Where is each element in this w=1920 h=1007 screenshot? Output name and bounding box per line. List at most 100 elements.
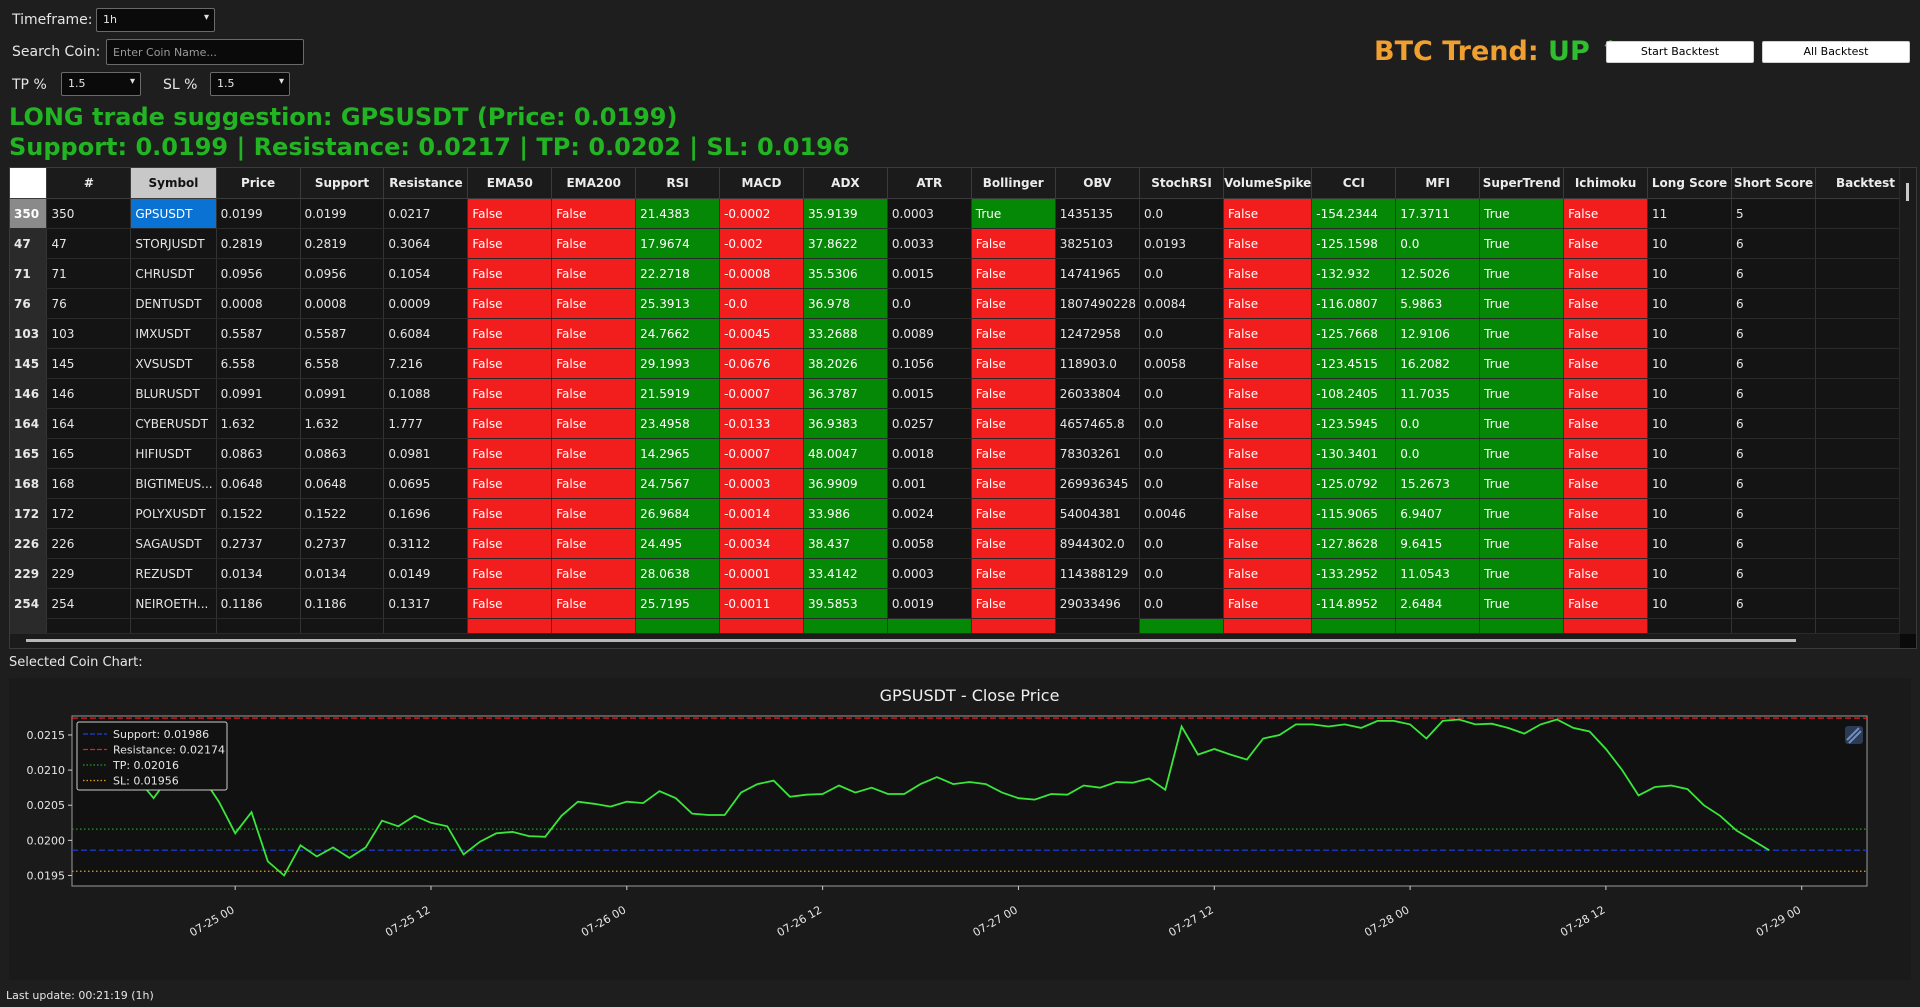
table-cell-ema50[interactable]: False: [467, 528, 553, 559]
table-cell-rsi[interactable]: 22.2718: [635, 258, 721, 289]
table-cell-atr[interactable]: 0.0015: [887, 378, 972, 409]
column-header-stochrsi[interactable]: StochRSI: [1139, 168, 1224, 199]
table-cell-mfi[interactable]: 16.2082: [1395, 348, 1481, 379]
start-backtest-button[interactable]: Start Backtest: [1606, 41, 1754, 63]
column-header-macd[interactable]: MACD: [719, 168, 804, 199]
table-cell-cci[interactable]: -125.7668: [1311, 318, 1397, 349]
table-row[interactable]: 164 164 CYBERUSDT 1.632 1.632 1.777 False False…: [10, 408, 1916, 439]
table-cell-short-score[interactable]: 6: [1731, 408, 1816, 439]
table-cell-obv[interactable]: 29033496: [1055, 588, 1141, 619]
table-cell-bollinger[interactable]: False: [971, 348, 1056, 379]
table-cell-bollinger[interactable]: False: [971, 258, 1056, 289]
table-cell-ema50[interactable]: False: [467, 498, 553, 529]
table-cell-resistance[interactable]: 0.0149: [383, 558, 469, 589]
table-cell-price[interactable]: 0.0956: [216, 258, 301, 289]
table-cell-symbol[interactable]: XVSUSDT: [130, 348, 217, 379]
table-cell-obv[interactable]: 78303261: [1055, 438, 1141, 469]
column-header-resistance[interactable]: Resistance: [383, 168, 469, 199]
table-cell-support[interactable]: 0.5587: [300, 318, 385, 349]
table-cell-supertrend[interactable]: True: [1479, 468, 1565, 499]
table-cell-mfi[interactable]: 11.7035: [1395, 378, 1481, 409]
table-cell-volumespike[interactable]: False: [1223, 468, 1313, 499]
table-cell-ema50[interactable]: False: [467, 408, 553, 439]
table-cell-obv[interactable]: 118903.0: [1055, 348, 1141, 379]
table-cell-bollinger[interactable]: False: [971, 288, 1056, 319]
table-cell-ema50[interactable]: False: [467, 318, 553, 349]
table-cell-obv[interactable]: 114388129: [1055, 558, 1141, 589]
table-cell-volumespike[interactable]: False: [1223, 348, 1313, 379]
table-row[interactable]: 226 226 SAGAUSDT 0.2737 0.2737 0.3112 False Fal…: [10, 528, 1916, 559]
table-cell-short-score[interactable]: 5: [1731, 198, 1816, 229]
table-cell-ema200[interactable]: False: [551, 348, 637, 379]
table-cell-cci[interactable]: -133.2952: [1311, 558, 1397, 589]
table-cell-bollinger[interactable]: False: [971, 588, 1056, 619]
table-cell-volumespike[interactable]: False: [1223, 558, 1313, 589]
table-cell-long-score[interactable]: 10: [1647, 318, 1733, 349]
table-cell-rsi[interactable]: 26.9684: [635, 498, 721, 529]
table-cell-ema50[interactable]: False: [467, 558, 553, 589]
table-cell-symbol[interactable]: CHRUSDT: [130, 258, 217, 289]
table-row[interactable]: 229 229 REZUSDT 0.0134 0.0134 0.0149 False Fals…: [10, 558, 1916, 589]
table-cell-ichimoku[interactable]: False: [1563, 318, 1649, 349]
table-row[interactable]: 146 146 BLURUSDT 0.0991 0.0991 0.1088 False Fal…: [10, 378, 1916, 409]
table-cell-stochrsi[interactable]: 0.0193: [1139, 228, 1224, 259]
table-cell-ichimoku[interactable]: False: [1563, 228, 1649, 259]
column-header-supertrend[interactable]: SuperTrend: [1479, 168, 1565, 199]
table-cell-macd[interactable]: -0.0034: [719, 528, 804, 559]
coin-table[interactable]: # Symbol Price Support Resistance EMA50 EMA200…: [9, 167, 1917, 649]
table-cell-stochrsi[interactable]: 0.0: [1139, 438, 1224, 469]
column-header-ema50[interactable]: EMA50: [467, 168, 553, 199]
table-cell-support[interactable]: 0.1522: [300, 498, 385, 529]
table-cell-price[interactable]: 6.558: [216, 348, 301, 379]
table-cell-cci[interactable]: -114.8952: [1311, 588, 1397, 619]
table-cell-ichimoku[interactable]: False: [1563, 258, 1649, 289]
table-cell-bollinger[interactable]: False: [971, 228, 1056, 259]
table-cell-resistance[interactable]: 7.216: [383, 348, 469, 379]
table-cell-atr[interactable]: 0.0089: [887, 318, 972, 349]
table-cell-ichimoku[interactable]: False: [1563, 528, 1649, 559]
table-cell-price[interactable]: 0.0199: [216, 198, 301, 229]
all-backtest-button[interactable]: All Backtest: [1762, 41, 1910, 63]
table-cell-obv[interactable]: 1435135: [1055, 198, 1141, 229]
table-row[interactable]: 47 47 STORJUSDT 0.2819 0.2819 0.3064 False Fals…: [10, 228, 1916, 259]
table-cell-stochrsi[interactable]: 0.0: [1139, 408, 1224, 439]
table-cell-rsi[interactable]: 24.7662: [635, 318, 721, 349]
table-cell-number[interactable]: 172: [46, 498, 132, 529]
table-cell-long-score[interactable]: 10: [1647, 528, 1733, 559]
table-cell-resistance[interactable]: 0.1696: [383, 498, 469, 529]
table-cell-resistance[interactable]: 0.1317: [383, 588, 469, 619]
table-cell-obv[interactable]: 54004381: [1055, 498, 1141, 529]
table-row[interactable]: 350 350 GPSUSDT 0.0199 0.0199 0.0217 False Fals…: [10, 198, 1916, 229]
table-cell-ema200[interactable]: False: [551, 408, 637, 439]
table-row[interactable]: 254 254 NEIROETH... 0.1186 0.1186 0.1317 False…: [10, 588, 1916, 619]
table-cell-price[interactable]: 1.632: [216, 408, 301, 439]
row-header[interactable]: 76: [10, 288, 48, 319]
row-header[interactable]: 47: [10, 228, 48, 259]
table-cell-supertrend[interactable]: True: [1479, 498, 1565, 529]
row-header[interactable]: 226: [10, 528, 48, 559]
table-cell-number[interactable]: 254: [46, 588, 132, 619]
table-cell-resistance[interactable]: 1.777: [383, 408, 469, 439]
row-header[interactable]: 71: [10, 258, 48, 289]
table-cell-long-score[interactable]: 10: [1647, 588, 1733, 619]
table-cell-number[interactable]: 229: [46, 558, 132, 589]
table-cell-price[interactable]: 0.1522: [216, 498, 301, 529]
table-cell-stochrsi[interactable]: 0.0: [1139, 258, 1224, 289]
table-cell-symbol[interactable]: POLYXUSDT: [130, 498, 217, 529]
table-cell-ema200[interactable]: False: [551, 318, 637, 349]
vertical-scroll-thumb[interactable]: [1906, 183, 1909, 201]
table-cell-adx[interactable]: 37.8622: [803, 228, 888, 259]
table-cell-symbol[interactable]: CYBERUSDT: [130, 408, 217, 439]
horizontal-scroll-thumb[interactable]: [26, 639, 1796, 642]
row-header[interactable]: 172: [10, 498, 48, 529]
table-cell-macd[interactable]: -0.0001: [719, 558, 804, 589]
table-cell-price[interactable]: 0.5587: [216, 318, 301, 349]
table-cell-bollinger[interactable]: False: [971, 498, 1056, 529]
table-cell-volumespike[interactable]: False: [1223, 288, 1313, 319]
table-cell-adx[interactable]: 35.5306: [803, 258, 888, 289]
tp-select[interactable]: 1.5 ▾: [61, 72, 141, 96]
table-cell-atr[interactable]: 0.0015: [887, 258, 972, 289]
table-cell-long-score[interactable]: 10: [1647, 378, 1733, 409]
row-header[interactable]: 164: [10, 408, 48, 439]
table-cell-bollinger[interactable]: False: [971, 528, 1056, 559]
